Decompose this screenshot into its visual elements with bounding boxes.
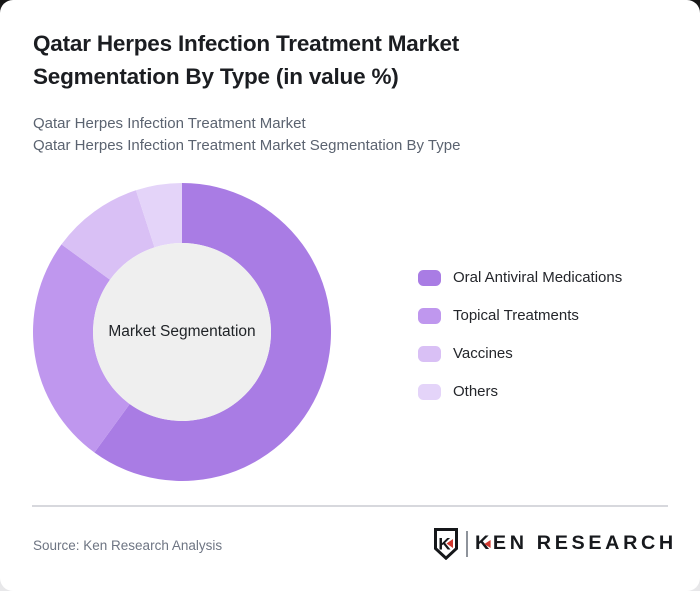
svg-text:K: K (438, 535, 451, 554)
donut-segment[interactable] (61, 190, 155, 280)
legend-label: Oral Antiviral Medications (453, 269, 623, 286)
legend-item-topical-treatments[interactable]: Topical Treatments (418, 306, 622, 325)
donut-segment[interactable] (135, 183, 182, 248)
legend-item-vaccines[interactable]: Vaccines (418, 344, 622, 363)
chart-subtitle-line1: Qatar Herpes Infection Treatment Market (33, 115, 306, 132)
legend-label: Others (453, 383, 499, 400)
footer-divider (32, 505, 668, 507)
legend-label: Vaccines (453, 345, 513, 362)
logo-wordmark: KEN RESEARCH (474, 533, 677, 554)
chart-subtitle-line2: Qatar Herpes Infection Treatment Market … (33, 137, 461, 154)
donut-center-circle (93, 243, 271, 421)
legend-swatch-topical-treatments (418, 307, 441, 324)
donut-chart-area: Market Segmentation (33, 183, 331, 481)
legend-swatch-oral-antiviral-medications (418, 269, 441, 286)
chart-legend: Oral Antiviral Medications Topical Treat… (418, 268, 622, 420)
legend-swatch-others (418, 383, 441, 400)
legend-item-oral-antiviral-medications[interactable]: Oral Antiviral Medications (418, 268, 622, 287)
donut-segment[interactable] (33, 244, 130, 453)
legend-item-others[interactable]: Others (418, 382, 622, 401)
donut-segment[interactable] (94, 183, 331, 481)
page-title: Qatar Herpes Infection Treatment Market … (33, 31, 460, 89)
logo-separator (465, 531, 468, 557)
donut-chart[interactable] (33, 183, 331, 481)
ken-research-logo[interactable]: K KEN RESEARCH (433, 527, 673, 561)
source-text: Source: Ken Research Analysis (33, 538, 223, 553)
legend-label: Topical Treatments (453, 307, 579, 324)
ken-research-badge-icon: K (433, 528, 458, 560)
legend-swatch-vaccines (418, 345, 441, 362)
chart-subtitles: Qatar Herpes Infection Treatment Market … (33, 113, 460, 157)
